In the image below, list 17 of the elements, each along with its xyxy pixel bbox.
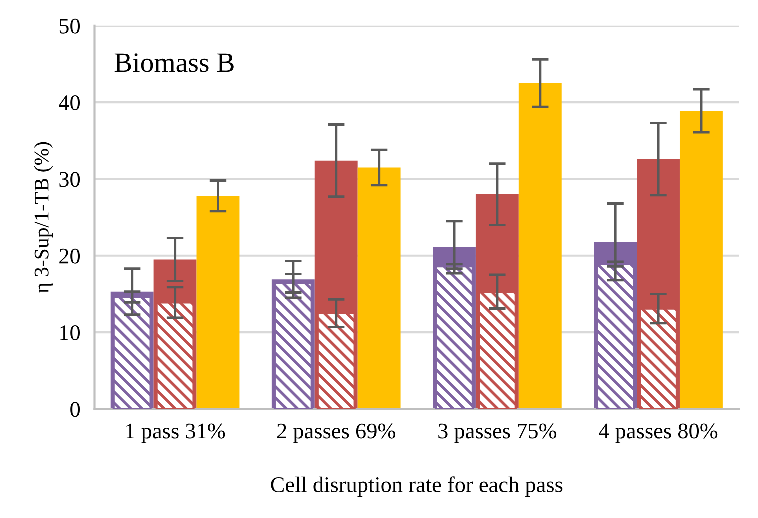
y-tick-label: 40 (59, 95, 80, 110)
y-tick-label: 0 (70, 402, 80, 418)
bar (680, 110, 723, 410)
x-tick-label: 4 passes 80% (599, 424, 718, 444)
x-axis-title: Cell disruption rate for each pass (271, 476, 563, 497)
bar (196, 196, 240, 410)
y-tick-label: 10 (60, 325, 80, 340)
y-tick-label: 50 (60, 18, 80, 34)
x-tick-label: 1 pass 31% (126, 424, 226, 444)
y-tick-label: 20 (60, 248, 80, 264)
y-axis-title: η 3-Sup/1-TB (%) (34, 142, 54, 294)
y-tick-label: 30 (60, 172, 80, 188)
text: Biomass B (114, 54, 234, 72)
bar (518, 83, 562, 410)
x-tick-label: 2 passes 69% (277, 424, 396, 444)
x-tick-label: 3 passes 75% (438, 424, 557, 444)
bar (358, 168, 401, 410)
